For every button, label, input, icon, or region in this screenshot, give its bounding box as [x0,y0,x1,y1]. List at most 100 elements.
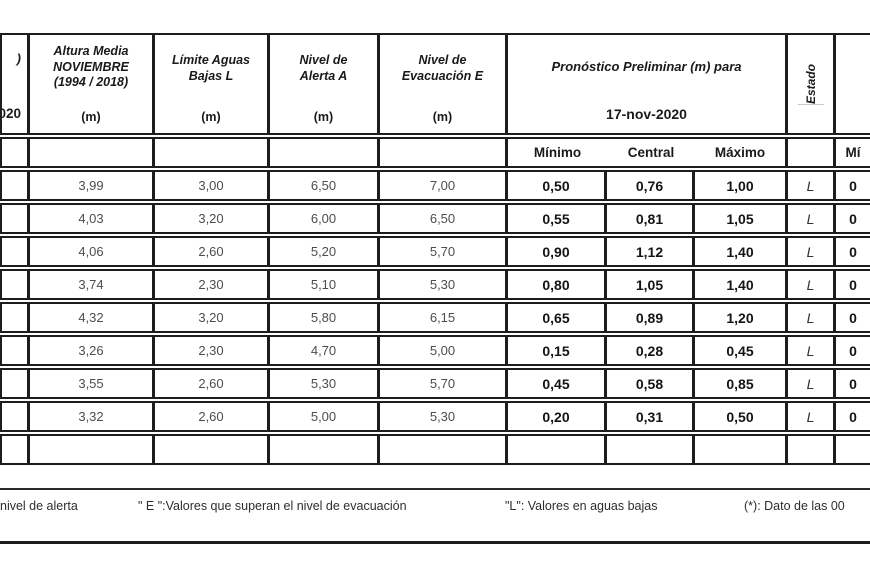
cell-maximo: 1,00 [695,170,789,201]
estado-underline [797,104,824,105]
cell-limite: 3,20 [155,203,270,234]
cell-minimo: 0,80 [508,269,607,300]
cell-empty-left [0,368,30,399]
cell-limite: 2,60 [155,401,270,432]
cell-right-cut: 0 [836,236,870,267]
cell-empty-left [0,269,30,300]
cell-alerta: 6,50 [270,170,380,201]
cell-limite: 3,20 [155,302,270,333]
cell-limite: 3,00 [155,170,270,201]
cell-altura: 4,32 [30,302,155,333]
empty-cell [155,434,270,465]
table-row: 4,06 2,60 5,20 5,70 0,90 1,12 1,40 L 0 [0,236,870,267]
empty-subheader-cell [30,137,155,168]
cell-evacuacion: 7,00 [380,170,508,201]
cell-alerta: 5,80 [270,302,380,333]
cell-empty-left [0,401,30,432]
legend-alerta-fragment: nivel de alerta [0,499,78,513]
evacuacion-line2: Evacuación E [401,68,484,83]
cell-alerta: 4,70 [270,335,380,366]
evacuacion-unit: (m) [432,110,453,124]
cell-estado: L [788,302,837,333]
estado-label: Estado [803,63,818,105]
legend-evacuacion: " E ":Valores que superan el nivel de ev… [138,499,407,513]
cell-right-cut: 0 [836,203,870,234]
empty-subheader-cell [0,137,30,168]
legend-note-asterisk: (*): Dato de las 00 [744,499,845,513]
cell-empty-left [0,236,30,267]
alerta-line2: Alerta A [299,68,348,83]
cell-central: 1,12 [607,236,695,267]
empty-subheader-cell [788,137,837,168]
cell-maximo: 0,85 [695,368,789,399]
cell-central: 0,89 [607,302,695,333]
subheader-right-cut: Mí [836,137,870,168]
cell-evacuacion: 6,15 [380,302,508,333]
subheader-maximo: Máximo [695,137,789,168]
col-header-pronostico: Pronóstico Preliminar (m) para 17-nov-20… [508,33,789,135]
altura-line1: Altura Media [53,44,129,58]
table-row: 3,99 3,00 6,50 7,00 0,50 0,76 1,00 L 0 [0,170,870,201]
header-row-sub: Mínimo Central Máximo Mí [0,137,870,168]
cell-right-cut: 0 [836,335,870,366]
cell-estado: L [788,236,837,267]
empty-cell [380,434,508,465]
cell-maximo: 0,45 [695,335,789,366]
cell-altura: 3,74 [30,269,155,300]
cell-evacuacion: 5,30 [380,269,508,300]
altura-line2: NOVIEMBRE [53,59,129,74]
subheader-minimo: Mínimo [508,137,607,168]
cell-maximo: 0,50 [695,401,789,432]
forecast-table: ) 020 Altura Media NOVIEMBRE (1994 / 201… [0,31,870,467]
cell-central: 1,05 [607,269,695,300]
cell-right-cut: 0 [836,170,870,201]
cut-header-fragment-bottom: 020 [0,106,21,121]
evacuacion-line1: Nivel de [418,53,467,67]
subheader-central: Central [607,137,695,168]
cell-minimo: 0,20 [508,401,607,432]
cell-evacuacion: 5,70 [380,236,508,267]
cell-maximo: 1,40 [695,236,789,267]
cell-right-cut: 0 [836,269,870,300]
table-row: 4,03 3,20 6,00 6,50 0,55 0,81 1,05 L 0 [0,203,870,234]
table-row: 4,32 3,20 5,80 6,15 0,65 0,89 1,20 L 0 [0,302,870,333]
pronostico-title: Pronóstico Preliminar (m) para [551,59,742,74]
empty-cell [30,434,155,465]
cell-estado: L [788,170,837,201]
footer-top-rule [0,488,870,490]
col-header-limite-aguas-bajas: Límite Aguas Bajas L (m) [155,33,270,135]
empty-cell [788,434,837,465]
cell-right-cut: 0 [836,302,870,333]
cell-estado: L [788,269,837,300]
cell-altura: 3,26 [30,335,155,366]
empty-cell [607,434,695,465]
cut-header-fragment-top: ) [16,51,21,66]
cell-alerta: 5,20 [270,236,380,267]
cell-empty-left [0,203,30,234]
table-row: 3,26 2,30 4,70 5,00 0,15 0,28 0,45 L 0 [0,335,870,366]
limite-line2: Bajas L [188,68,234,83]
header-row-main: ) 020 Altura Media NOVIEMBRE (1994 / 201… [0,33,870,135]
footer-legend: nivel de alerta " E ":Valores que supera… [0,496,870,518]
cell-alerta: 5,30 [270,368,380,399]
cell-maximo: 1,05 [695,203,789,234]
col-header-estado: Estado [788,33,837,135]
cell-minimo: 0,15 [508,335,607,366]
cell-limite: 2,30 [155,335,270,366]
cell-central: 0,31 [607,401,695,432]
cell-maximo: 1,20 [695,302,789,333]
table-row: 3,74 2,30 5,10 5,30 0,80 1,05 1,40 L 0 [0,269,870,300]
cell-minimo: 0,55 [508,203,607,234]
empty-subheader-cell [270,137,380,168]
cell-central: 0,81 [607,203,695,234]
cut-left-header-cell: ) 020 [0,33,30,135]
altura-unit: (m) [81,110,101,124]
cell-central: 0,58 [607,368,695,399]
legend-aguas-bajas: "L": Valores en aguas bajas [505,499,658,513]
cell-minimo: 0,65 [508,302,607,333]
alerta-line1: Nivel de [299,53,348,67]
cell-estado: L [788,368,837,399]
empty-cell [695,434,789,465]
cell-estado: L [788,401,837,432]
